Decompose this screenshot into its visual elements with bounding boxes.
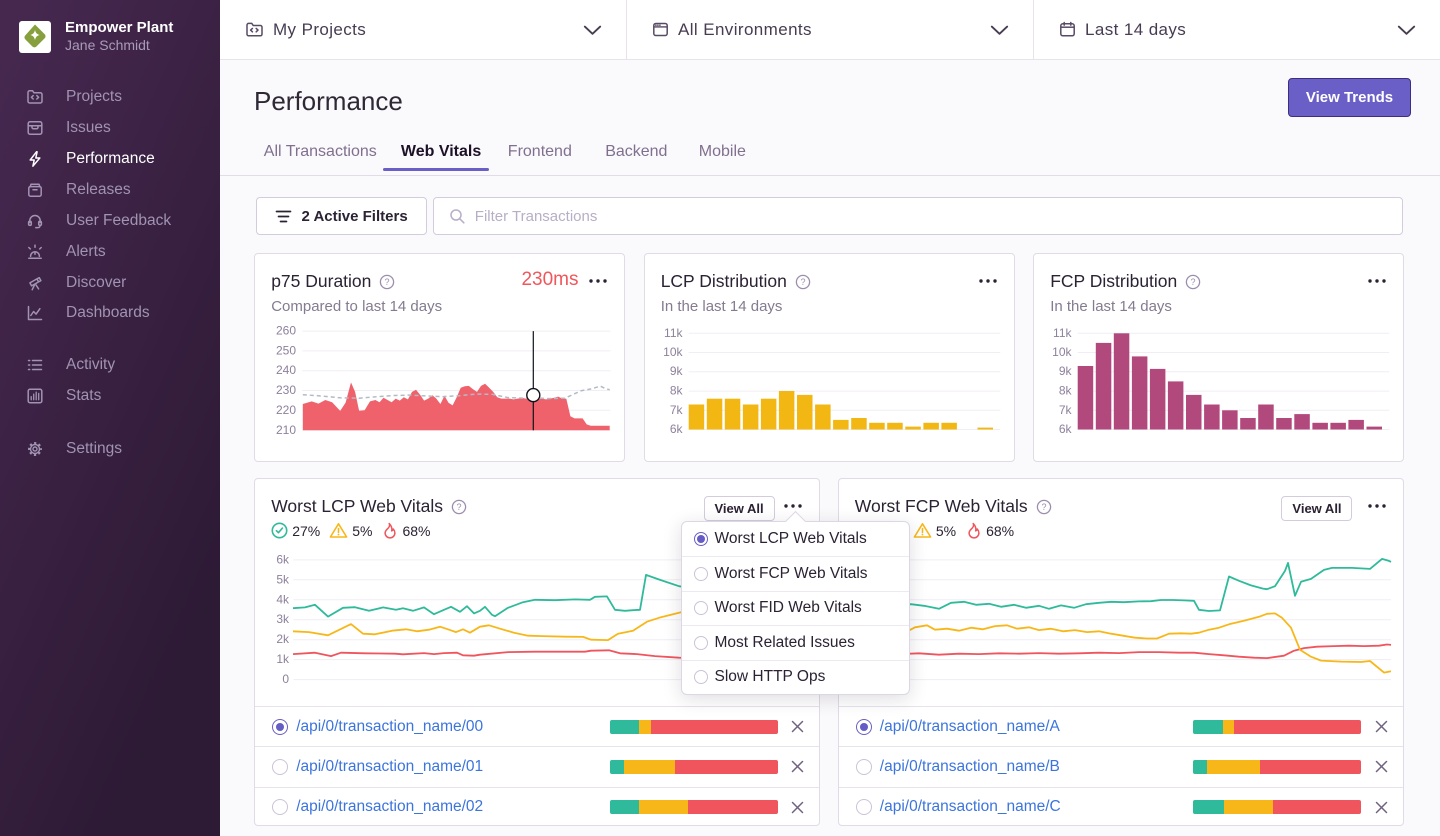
svg-text:?: ? (457, 502, 462, 512)
svg-text:?: ? (1041, 502, 1046, 512)
svg-text:10k: 10k (1052, 345, 1072, 359)
svg-text:9k: 9k (670, 364, 684, 378)
svg-text:220: 220 (276, 403, 296, 417)
svg-text:?: ? (800, 277, 805, 287)
svg-text:250: 250 (276, 344, 296, 358)
svg-text:260: 260 (276, 324, 296, 338)
svg-text:11k: 11k (664, 326, 683, 340)
svg-text:?: ? (1191, 277, 1196, 287)
svg-text:1k: 1k (277, 652, 291, 666)
svg-text:6k: 6k (277, 553, 291, 567)
svg-text:3k: 3k (277, 613, 291, 627)
svg-text:5k: 5k (277, 573, 291, 587)
svg-text:10k: 10k (663, 345, 683, 359)
svg-text:230: 230 (276, 383, 296, 397)
svg-text:210: 210 (276, 423, 296, 437)
svg-text:?: ? (385, 277, 390, 287)
svg-text:8k: 8k (1059, 384, 1073, 398)
svg-text:2k: 2k (277, 633, 291, 647)
svg-text:240: 240 (276, 363, 296, 377)
svg-text:9k: 9k (1059, 364, 1073, 378)
svg-text:11k: 11k (1053, 326, 1072, 340)
svg-text:6k: 6k (1059, 422, 1073, 436)
svg-text:7k: 7k (670, 403, 684, 417)
svg-text:4k: 4k (277, 593, 291, 607)
svg-text:8k: 8k (670, 384, 684, 398)
svg-text:6k: 6k (670, 422, 684, 436)
svg-text:0: 0 (283, 672, 290, 686)
svg-text:7k: 7k (1059, 403, 1073, 417)
